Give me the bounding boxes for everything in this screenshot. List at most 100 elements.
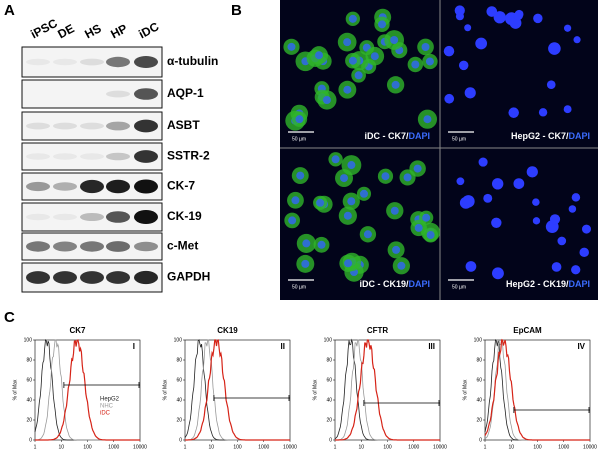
x-tick-label: 10: [58, 444, 64, 450]
cell-nucleus: [548, 42, 561, 55]
blot-band: [26, 181, 50, 192]
cell-nucleus: [413, 164, 422, 173]
y-tick-label: 60: [26, 377, 32, 383]
legend-entry: NHC: [100, 404, 114, 410]
blot-band: [80, 153, 104, 160]
cell-nucleus: [557, 236, 567, 246]
y-axis-label: % of Max: [462, 379, 468, 400]
cell-nucleus: [423, 115, 432, 124]
scale-bar-label: 50 µm: [452, 284, 466, 290]
lane-label: HP: [108, 21, 129, 41]
cell-nucleus: [486, 6, 498, 17]
y-tick-label: 0: [179, 437, 182, 443]
y-tick-label: 60: [326, 377, 332, 383]
cell-nucleus: [493, 11, 506, 24]
cell-nucleus: [343, 38, 352, 47]
cell-nucleus: [513, 11, 523, 21]
blot-band: [26, 153, 50, 160]
x-tick-label: 10000: [433, 444, 447, 450]
image-caption: iDC - CK7/DAPI: [364, 131, 430, 141]
cell-nucleus: [316, 198, 325, 207]
cell-nucleus: [549, 214, 561, 225]
x-tick-label: 1000: [258, 444, 269, 450]
y-tick-label: 0: [479, 437, 482, 443]
y-axis-label: % of Max: [162, 379, 168, 400]
cell-nucleus: [478, 157, 488, 167]
cell-nucleus: [513, 178, 525, 189]
x-tick-label: 1: [184, 444, 187, 450]
blot-band: [26, 58, 50, 66]
cell-nucleus: [475, 37, 488, 50]
cell-nucleus: [425, 57, 434, 66]
x-tick-label: 1000: [408, 444, 419, 450]
y-tick-label: 100: [24, 337, 33, 343]
blot-band: [53, 182, 77, 191]
y-tick-label: 40: [326, 397, 332, 403]
cell-nucleus: [551, 262, 562, 272]
blot-band: [106, 152, 130, 161]
x-tick-label: 1: [334, 444, 337, 450]
protein-label: c-Met: [167, 239, 198, 253]
y-tick-label: 20: [176, 417, 182, 423]
cell-nucleus: [287, 42, 296, 51]
plot-numeral: II: [281, 342, 285, 351]
y-tick-label: 80: [476, 357, 482, 363]
y-tick-label: 60: [176, 377, 182, 383]
blot-band: [53, 122, 77, 130]
blot-band: [26, 213, 50, 221]
image-caption: iDC - CK19/DAPI: [359, 279, 430, 289]
cell-nucleus: [391, 80, 400, 89]
histogram-curve: [185, 339, 290, 441]
cell-nucleus: [532, 217, 541, 225]
cell-nucleus: [288, 216, 297, 225]
cell-nucleus: [359, 189, 368, 198]
y-tick-label: 100: [324, 337, 333, 343]
y-tick-label: 80: [176, 357, 182, 363]
cell-nucleus: [302, 239, 311, 248]
y-tick-label: 40: [176, 397, 182, 403]
cell-nucleus: [414, 223, 423, 232]
cell-nucleus: [347, 197, 356, 206]
blot-band: [106, 121, 130, 131]
cell-nucleus: [455, 12, 464, 21]
micrograph-background: [280, 0, 598, 300]
cell-nucleus: [344, 259, 353, 268]
cell-nucleus: [314, 51, 323, 60]
cell-nucleus: [483, 193, 493, 203]
blot-band: [53, 153, 77, 160]
y-tick-label: 60: [476, 377, 482, 383]
cell-nucleus: [571, 265, 581, 275]
y-tick-label: 80: [26, 357, 32, 363]
blot-band: [134, 210, 158, 224]
protein-label: AQP-1: [167, 86, 204, 100]
protein-label: SSTR-2: [167, 149, 210, 163]
plot-frame: [34, 339, 141, 441]
histogram-curve: [484, 339, 590, 441]
plot-numeral: I: [133, 342, 135, 351]
y-tick-label: 40: [26, 397, 32, 403]
cell-nucleus: [348, 14, 357, 23]
cell-nucleus: [563, 105, 572, 114]
blot-band: [80, 241, 104, 252]
y-tick-label: 100: [174, 337, 183, 343]
caption-marker: HepG2 - CK19/: [506, 279, 569, 289]
blot-band: [53, 241, 77, 252]
blot-band: [53, 213, 77, 221]
histogram-curve: [484, 338, 590, 441]
cell-nucleus: [411, 60, 420, 69]
y-tick-label: 40: [476, 397, 482, 403]
blot-band: [53, 271, 77, 284]
scale-bar-label: 50 µm: [292, 136, 306, 142]
plot-numeral: IV: [577, 342, 585, 351]
plot-title: EpCAM: [513, 326, 542, 335]
cell-nucleus: [465, 261, 477, 272]
cell-nucleus: [390, 36, 399, 45]
y-tick-label: 20: [26, 417, 32, 423]
lane-label: DE: [55, 21, 76, 41]
cell-nucleus: [343, 85, 352, 94]
blot-band: [80, 213, 104, 221]
cell-nucleus: [568, 205, 577, 213]
cell-nucleus: [397, 261, 406, 270]
caption-marker: iDC - CK7/: [364, 131, 409, 141]
